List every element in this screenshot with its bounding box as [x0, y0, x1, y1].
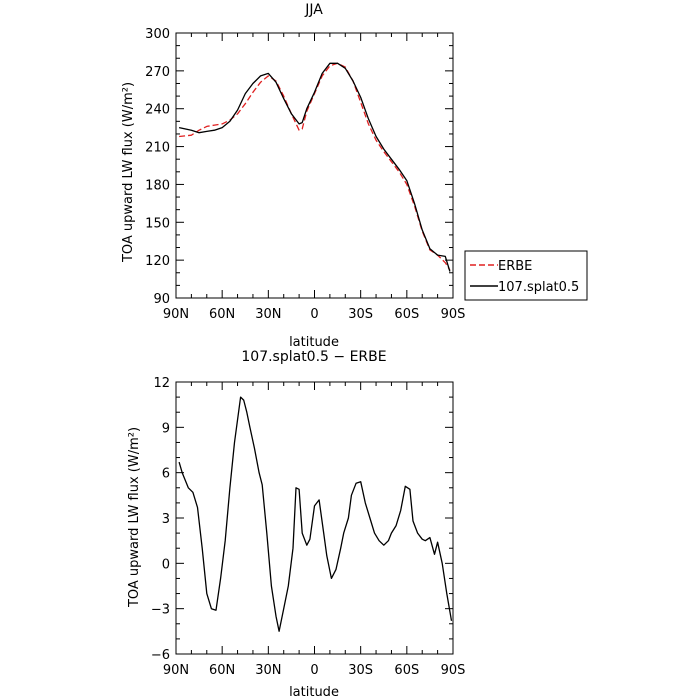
bottom-axis-ticks: 90N 60N 30N 0 30S 60S 90S −6 −3 0 3 6 9 12 — [151, 376, 466, 678]
x-tick-label: 0 — [310, 663, 318, 678]
x-tick-label: 60N — [209, 663, 235, 678]
x-tick-label: 30N — [255, 307, 281, 322]
top-x-axis-label: latitude — [289, 335, 339, 350]
y-tick-label: 270 — [145, 65, 170, 80]
y-tick-label: −3 — [151, 603, 170, 618]
top-y-axis-label: TOA upward LW flux (W/m²) — [121, 82, 136, 263]
x-tick-label: 60S — [394, 307, 419, 322]
bottom-plot-lines — [178, 396, 453, 632]
y-tick-label: 210 — [145, 141, 170, 156]
bottom-chart-title: 107.splat0.5 − ERBE — [241, 349, 386, 365]
y-tick-label: 90 — [153, 292, 170, 307]
y-tick-label: 240 — [145, 103, 170, 118]
x-tick-label: 60S — [394, 663, 419, 678]
x-tick-label: 90N — [163, 307, 189, 322]
x-tick-label: 30S — [348, 663, 373, 678]
top-panel: JJA latitude TOA upward LW flux (W/m²) 9… — [121, 2, 465, 350]
legend-label-erbe: ERBE — [498, 259, 532, 274]
bottom-panel: 107.splat0.5 − ERBE latitude TOA upward … — [127, 349, 465, 700]
x-tick-label: 0 — [310, 307, 318, 322]
legend-label-model: 107.splat0.5 — [498, 280, 579, 295]
top-plot-lines — [178, 62, 451, 272]
x-tick-label: 30S — [348, 307, 373, 322]
top-plot-frame — [175, 32, 454, 299]
series-line-107-splat0-5 — [178, 62, 451, 272]
series-line-erbe — [179, 62, 451, 271]
x-tick-label: 60N — [209, 307, 235, 322]
x-tick-label: 90N — [163, 663, 189, 678]
x-tick-label: 90S — [441, 307, 466, 322]
bottom-y-axis-label: TOA upward LW flux (W/m²) — [127, 427, 142, 608]
y-tick-label: 300 — [145, 27, 170, 42]
y-tick-label: 120 — [145, 254, 170, 269]
y-tick-label: 9 — [162, 421, 170, 436]
y-tick-label: 150 — [145, 216, 170, 231]
x-tick-label: 30N — [255, 663, 281, 678]
y-tick-label: 3 — [162, 512, 170, 527]
x-tick-label: 90S — [441, 663, 466, 678]
top-chart-title: JJA — [304, 2, 323, 18]
top-axis-ticks: 90N 60N 30N 0 30S 60S 90S 90 120 150 180 210 240 270 3… — [145, 27, 465, 322]
y-tick-label: 6 — [162, 467, 170, 482]
bottom-plot-frame — [175, 381, 454, 655]
bottom-x-axis-label: latitude — [289, 685, 339, 700]
top-legend: ERBE 107.splat0.5 — [464, 250, 588, 301]
y-tick-label: 12 — [153, 376, 170, 391]
series-line-difference — [178, 396, 453, 632]
legend-box — [464, 250, 588, 301]
y-tick-label: 0 — [162, 557, 170, 572]
y-tick-label: −6 — [151, 648, 170, 663]
y-tick-label: 180 — [145, 178, 170, 193]
